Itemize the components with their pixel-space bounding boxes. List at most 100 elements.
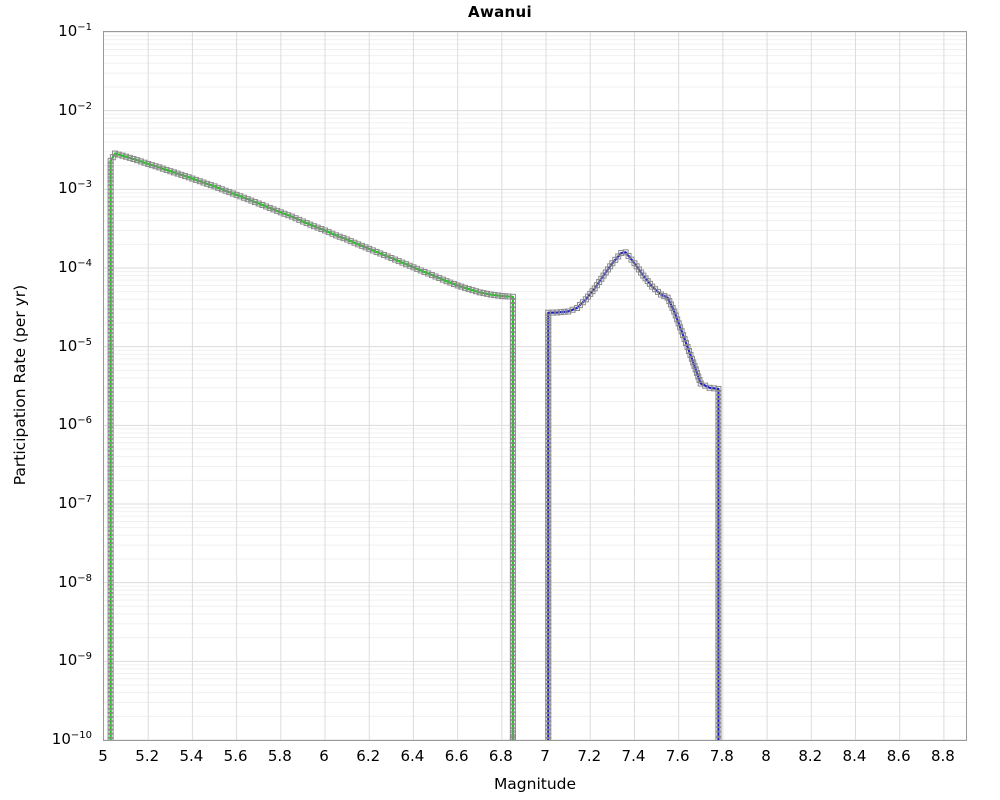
series-marker bbox=[509, 587, 516, 594]
series-marker bbox=[545, 501, 552, 507]
series-marker bbox=[509, 418, 516, 425]
series-marker bbox=[545, 319, 552, 326]
series-marker bbox=[509, 327, 516, 334]
series-marker bbox=[545, 406, 552, 413]
series-marker bbox=[123, 153, 130, 160]
series-marker bbox=[174, 170, 181, 177]
series-marker bbox=[107, 461, 114, 468]
series-marker bbox=[107, 430, 114, 437]
series-marker bbox=[107, 371, 114, 378]
series-marker bbox=[107, 517, 114, 524]
series-marker bbox=[509, 477, 516, 484]
series-marker bbox=[545, 343, 552, 350]
series-marker bbox=[545, 642, 552, 649]
series-marker bbox=[545, 386, 552, 393]
series-marker bbox=[107, 533, 114, 540]
series-marker bbox=[107, 707, 114, 714]
series-marker bbox=[715, 457, 722, 464]
series-marker bbox=[545, 595, 552, 602]
series-marker bbox=[107, 292, 114, 299]
series-marker bbox=[545, 611, 552, 618]
series-marker bbox=[292, 215, 299, 222]
series-marker bbox=[107, 221, 114, 228]
series-marker bbox=[509, 520, 516, 527]
series-marker bbox=[715, 493, 722, 500]
series-marker bbox=[509, 556, 516, 563]
series-marker bbox=[545, 473, 552, 480]
series-marker bbox=[715, 544, 722, 551]
series-marker bbox=[715, 674, 722, 681]
series-marker bbox=[462, 284, 469, 291]
series-marker bbox=[715, 552, 722, 559]
series-marker bbox=[226, 189, 233, 196]
series-marker bbox=[715, 599, 722, 606]
series-marker bbox=[107, 695, 114, 702]
series-marker bbox=[193, 176, 200, 183]
series-marker bbox=[545, 371, 552, 378]
series-marker bbox=[545, 367, 552, 374]
y-tick-label: 10−1 bbox=[58, 22, 92, 40]
series-marker bbox=[107, 477, 114, 484]
series-marker bbox=[715, 646, 722, 653]
series-marker bbox=[107, 339, 114, 346]
series-marker bbox=[545, 579, 552, 586]
series-marker bbox=[107, 379, 114, 386]
series-marker bbox=[545, 363, 552, 370]
series-marker bbox=[107, 513, 114, 520]
series-marker bbox=[715, 591, 722, 598]
series-marker bbox=[509, 473, 516, 480]
series-marker bbox=[509, 642, 516, 649]
series-marker bbox=[715, 622, 722, 629]
series-marker bbox=[432, 273, 439, 280]
series-marker bbox=[545, 347, 552, 354]
series-marker bbox=[484, 290, 491, 297]
series-marker bbox=[545, 512, 552, 519]
y-tick-label: 10−4 bbox=[58, 258, 92, 276]
series-marker bbox=[107, 213, 114, 220]
series-marker bbox=[130, 155, 137, 162]
series-marker bbox=[107, 442, 114, 448]
series-marker bbox=[189, 175, 196, 182]
series-marker bbox=[107, 233, 114, 240]
series-marker bbox=[417, 267, 424, 274]
series-marker bbox=[509, 493, 516, 500]
series-marker bbox=[509, 306, 516, 313]
series-marker bbox=[509, 449, 516, 456]
series-marker bbox=[683, 340, 690, 347]
series-marker bbox=[380, 251, 387, 258]
series-marker bbox=[509, 489, 516, 496]
series-marker bbox=[473, 288, 480, 295]
series-marker bbox=[715, 685, 722, 692]
series-marker bbox=[107, 284, 114, 291]
series-marker bbox=[107, 188, 114, 195]
series-marker bbox=[509, 666, 516, 673]
series-marker bbox=[545, 724, 552, 731]
series-marker bbox=[509, 579, 516, 586]
series-marker bbox=[509, 563, 516, 570]
series-marker bbox=[509, 638, 516, 645]
x-tick-label: 8.6 bbox=[886, 747, 911, 765]
series-marker bbox=[307, 221, 314, 228]
series-marker bbox=[107, 398, 114, 405]
x-tick-label: 8.8 bbox=[930, 747, 955, 765]
series-marker bbox=[476, 289, 483, 296]
series-marker bbox=[715, 406, 722, 413]
series-marker bbox=[509, 583, 516, 590]
series-marker bbox=[545, 683, 552, 690]
series-marker bbox=[671, 308, 678, 315]
series-marker bbox=[509, 691, 516, 698]
series-marker bbox=[107, 192, 114, 199]
series-marker bbox=[505, 293, 512, 300]
series-marker bbox=[509, 422, 516, 429]
series-marker bbox=[715, 536, 722, 543]
series-marker bbox=[509, 318, 516, 325]
series-marker bbox=[509, 310, 516, 317]
series-marker bbox=[715, 722, 722, 729]
series-marker bbox=[509, 599, 516, 606]
series-marker bbox=[678, 328, 685, 335]
series-marker bbox=[362, 244, 369, 251]
series-marker bbox=[509, 351, 516, 358]
series-marker bbox=[107, 200, 114, 207]
series-marker bbox=[107, 184, 114, 191]
